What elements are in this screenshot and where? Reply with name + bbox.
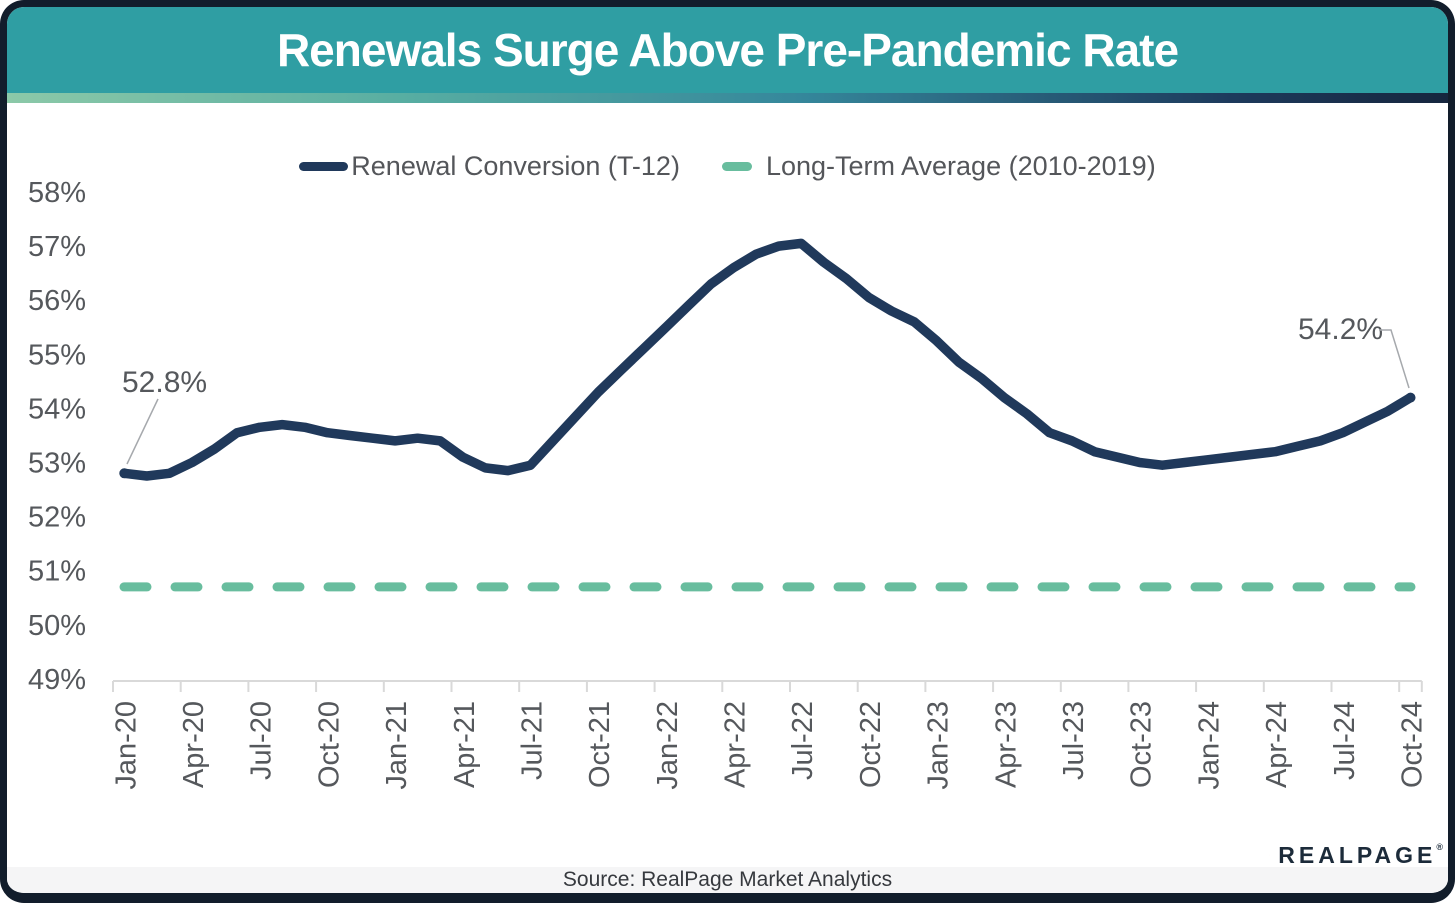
- svg-text:Oct-20: Oct-20: [313, 701, 345, 788]
- svg-text:Jul-24: Jul-24: [1329, 701, 1361, 780]
- svg-text:Jul-23: Jul-23: [1058, 701, 1090, 780]
- legend-label: Renewal Conversion (T-12): [351, 150, 680, 181]
- last-value-callout: 54.2%: [1298, 313, 1383, 346]
- page-title: Renewals Surge Above Pre-Pandemic Rate: [276, 24, 1179, 76]
- svg-text:Jan-20: Jan-20: [110, 701, 142, 790]
- svg-text:52%: 52%: [28, 502, 86, 534]
- svg-text:Jul-22: Jul-22: [787, 701, 819, 780]
- svg-text:Jul-20: Jul-20: [246, 701, 278, 780]
- svg-text:Oct-22: Oct-22: [855, 701, 887, 788]
- svg-text:53%: 53%: [28, 448, 86, 480]
- first-point-marker: [119, 468, 130, 479]
- series-line: [119, 238, 1416, 481]
- svg-text:51%: 51%: [28, 556, 86, 588]
- last-point-marker: [1405, 392, 1416, 403]
- svg-text:57%: 57%: [28, 231, 86, 263]
- svg-text:Apr-24: Apr-24: [1261, 701, 1293, 788]
- source-strip: Source: RealPage Market Analytics: [7, 867, 1448, 893]
- realpage-logo-text: REALPAGE®: [1278, 841, 1443, 868]
- legend-item-long-term-average: Long-Term Average (2010-2019): [721, 150, 1156, 182]
- svg-text:Apr-20: Apr-20: [178, 701, 210, 788]
- svg-text:49%: 49%: [28, 664, 86, 696]
- legend-label: Long-Term Average (2010-2019): [765, 150, 1156, 181]
- svg-text:Apr-22: Apr-22: [720, 701, 752, 788]
- x-axis: [112, 680, 1423, 692]
- x-axis-labels: Jan-20 Apr-20 Jul-20 Oct-20 Jan-21 Apr-21 Jul-…: [110, 701, 1428, 790]
- dashed-line-swatch-icon: [721, 161, 752, 171]
- svg-text:Jul-21: Jul-21: [517, 701, 549, 780]
- svg-text:Oct-23: Oct-23: [1126, 701, 1158, 788]
- trademark-symbol: ®: [1436, 841, 1443, 852]
- svg-text:Apr-21: Apr-21: [449, 701, 481, 788]
- svg-text:Apr-23: Apr-23: [990, 701, 1022, 788]
- svg-text:50%: 50%: [28, 610, 86, 642]
- source-text: Source: RealPage Market Analytics: [562, 868, 893, 891]
- solid-line-swatch-icon: [299, 161, 349, 171]
- svg-text:Jan-24: Jan-24: [1193, 701, 1225, 790]
- svg-text:Jan-22: Jan-22: [652, 701, 684, 790]
- svg-text:58%: 58%: [28, 177, 86, 209]
- svg-text:Oct-21: Oct-21: [584, 701, 616, 788]
- y-axis-labels: 58% 57% 56% 55% 54% 53% 52% 51% 50% 49%: [28, 177, 86, 696]
- svg-text:Oct-24: Oct-24: [1397, 701, 1429, 788]
- svg-text:Jan-21: Jan-21: [381, 701, 413, 790]
- legend-item-renewal-conversion: Renewal Conversion (T-12): [299, 151, 680, 182]
- gradient-divider: [7, 93, 1448, 103]
- legend: Renewal Conversion (T-12) Long-Term Aver…: [7, 148, 1448, 184]
- svg-text:56%: 56%: [28, 285, 86, 317]
- first-value-callout: 52.8%: [122, 366, 207, 399]
- title-bar: Renewals Surge Above Pre-Pandemic Rate: [7, 7, 1448, 93]
- svg-text:54%: 54%: [28, 393, 86, 425]
- annotations: 52.8% 54.2%: [122, 313, 1410, 465]
- svg-text:55%: 55%: [28, 339, 86, 371]
- svg-text:Jan-23: Jan-23: [923, 701, 955, 790]
